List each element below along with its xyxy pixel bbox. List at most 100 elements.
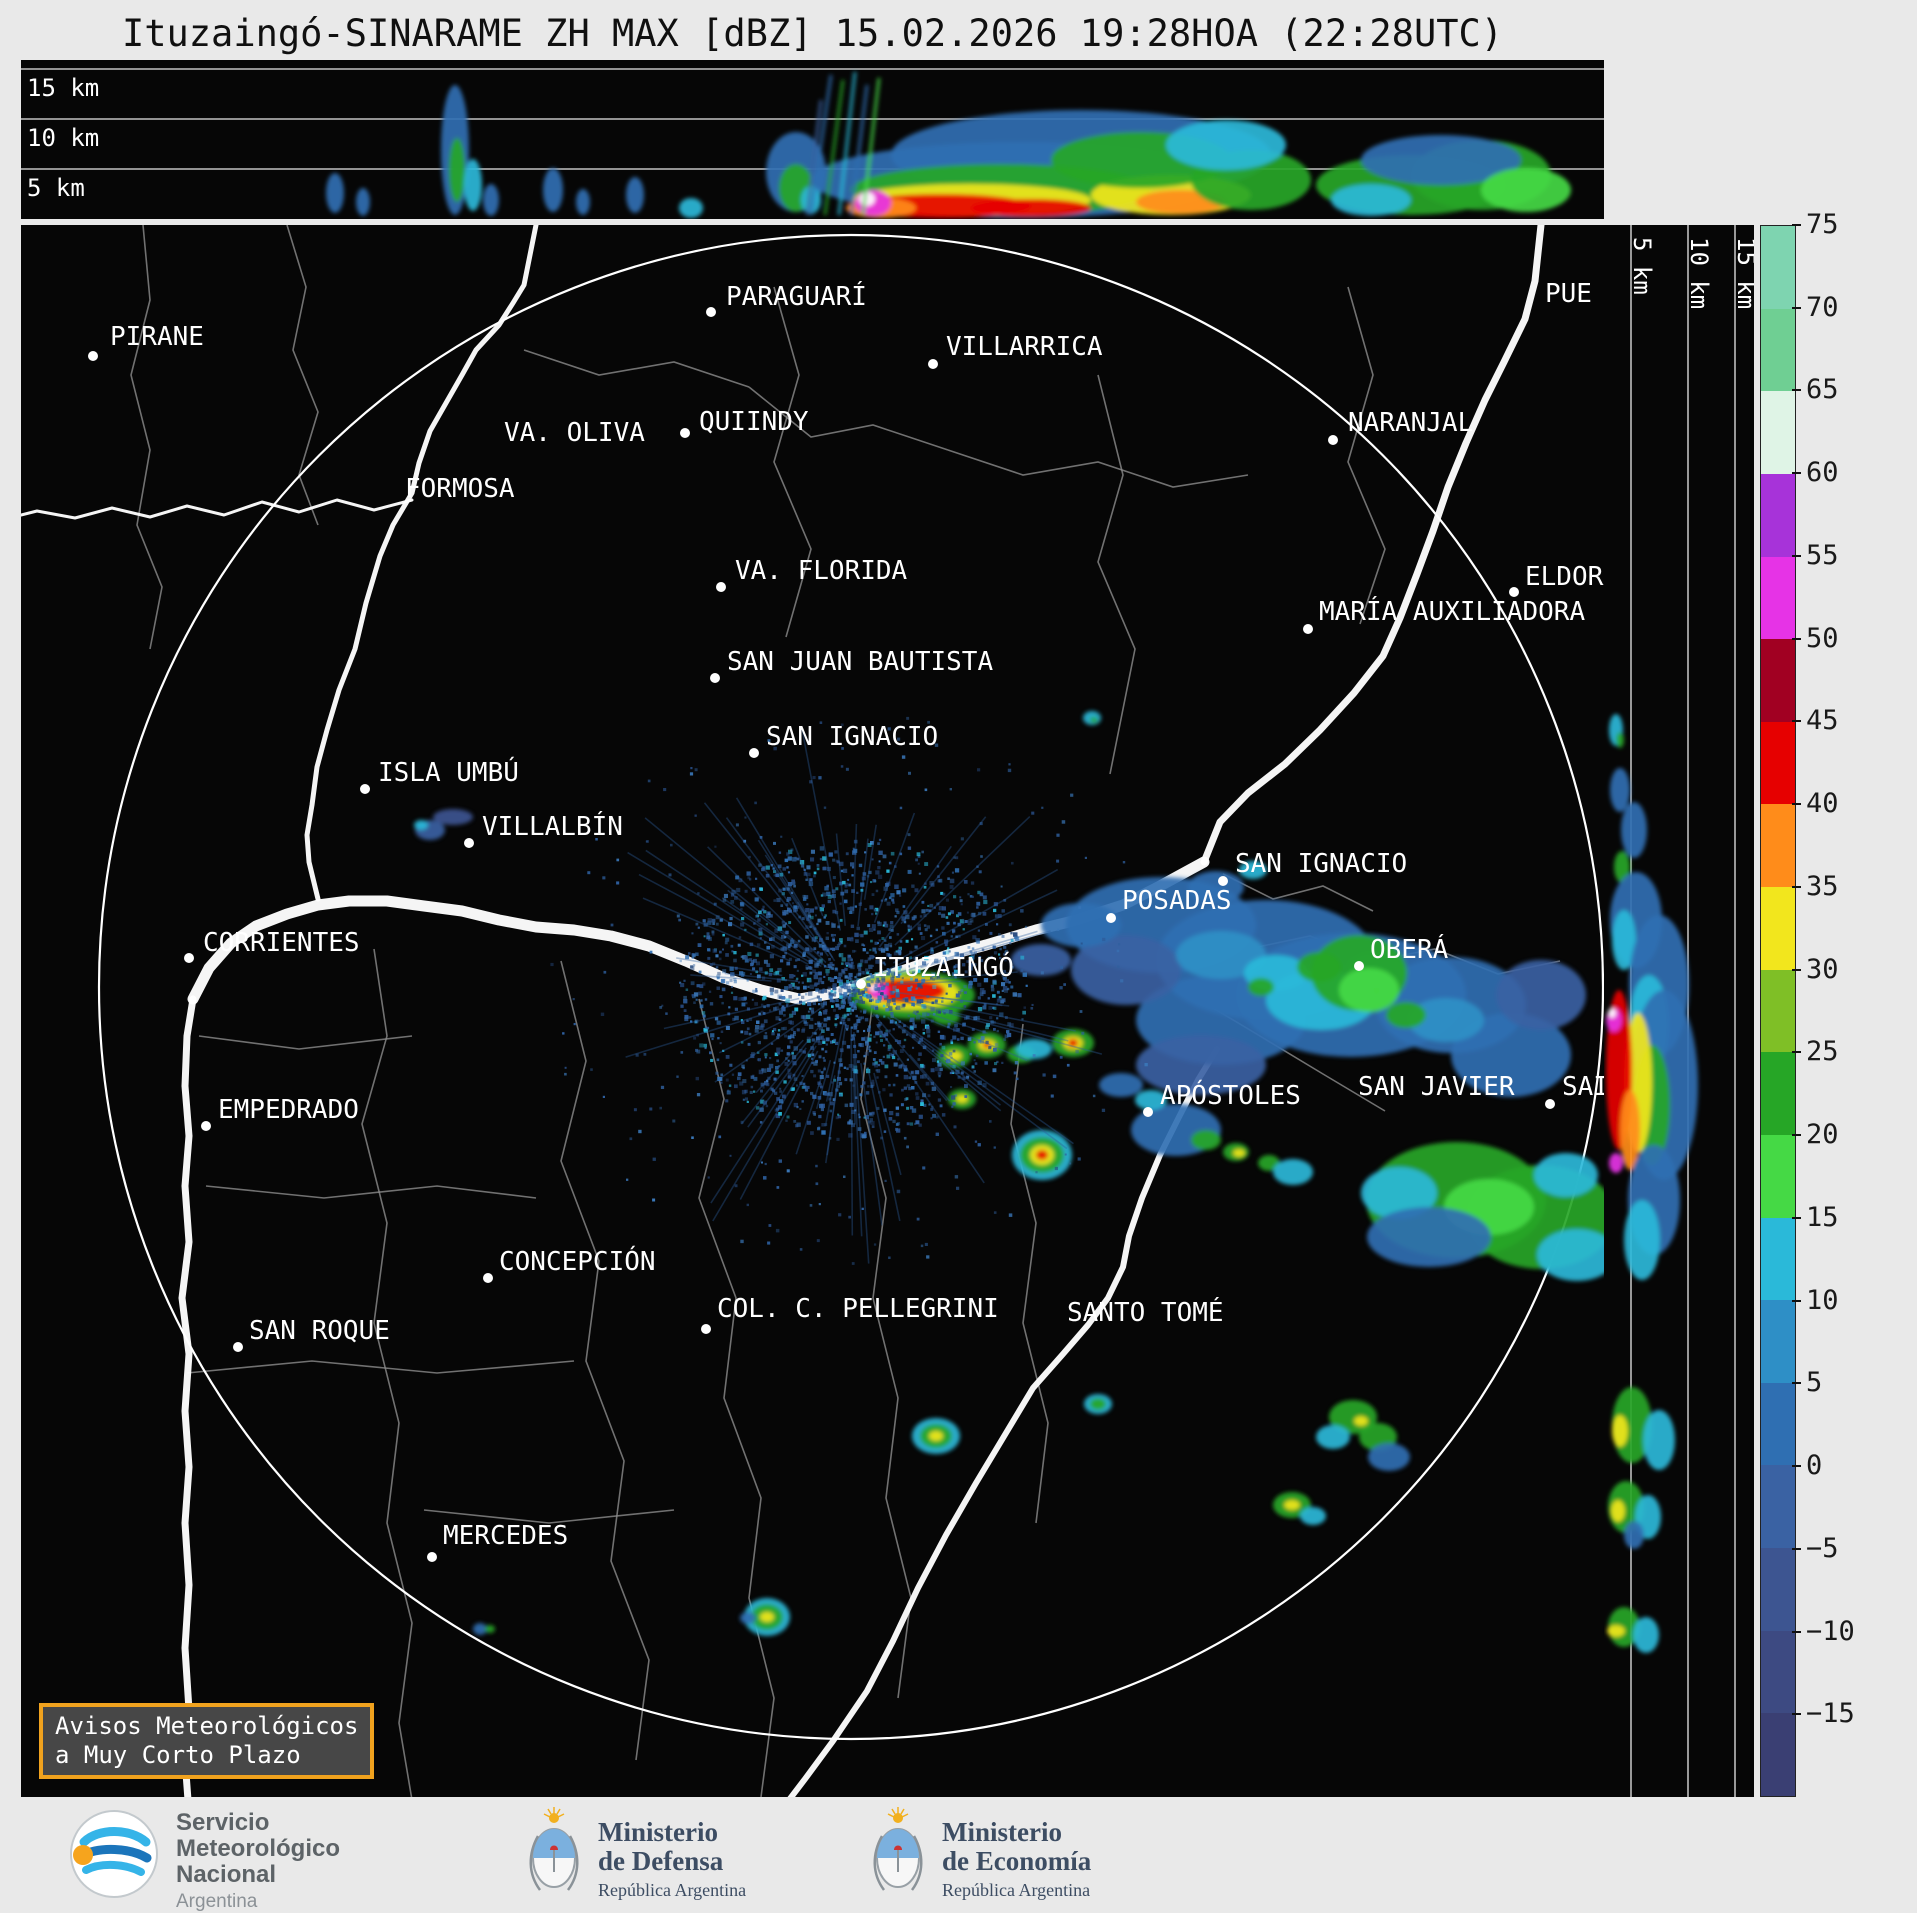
radar-echo-spike xyxy=(849,84,869,216)
radar-echo xyxy=(1248,978,1274,996)
smn-wordmark: Servicio Meteorológico Nacional Argentin… xyxy=(176,1810,340,1913)
radar-echo-spike xyxy=(805,99,823,216)
city-label: SAN JUAN BAUTISTA xyxy=(727,647,993,677)
city-label: VILLARRICA xyxy=(946,332,1103,362)
warning-line-1: Avisos Meteorológicos xyxy=(55,1712,359,1740)
colorbar-segment xyxy=(1761,556,1795,640)
height-axis-label: 5 km xyxy=(1628,237,1656,295)
radar-echo xyxy=(1099,1073,1143,1097)
colorbar-tick-label: 10 xyxy=(1792,1284,1839,1316)
colorbar-tick-label: 60 xyxy=(1792,457,1839,489)
radar-echo xyxy=(1339,968,1399,1012)
colorbar-segment xyxy=(1761,804,1795,887)
rivers xyxy=(21,225,1545,1797)
colorbar-segment xyxy=(1761,473,1795,557)
colorbar-segment xyxy=(1761,1713,1795,1796)
city-label: SAN JAVIER xyxy=(1358,1072,1515,1102)
colorbar-segment xyxy=(1761,1134,1795,1218)
colorbar-segment xyxy=(1761,391,1795,474)
radar-echo xyxy=(1041,903,1121,947)
radar-echo xyxy=(1620,1090,1640,1170)
radar-echo xyxy=(1239,861,1267,879)
city-dot xyxy=(1106,913,1116,923)
smn-line-2: Meteorológico xyxy=(176,1835,341,1862)
city-label: POSADAS xyxy=(1122,886,1232,916)
economia-coat-of-arms-icon xyxy=(872,1806,924,1898)
radar-echo xyxy=(740,1612,756,1624)
city-dot xyxy=(706,307,716,317)
city-dot xyxy=(184,953,194,963)
city-label: COL. C. PELLEGRINI xyxy=(717,1294,999,1324)
height-axis-label: 10 km xyxy=(1685,237,1713,309)
radar-echo xyxy=(1624,1200,1660,1280)
side-cross-section-panel: 5 km 10 km 15 km xyxy=(1604,225,1754,1797)
city-dot xyxy=(360,784,370,794)
range-ring xyxy=(98,234,1604,1740)
economia-line-1: Ministerio xyxy=(942,1817,1062,1847)
radar-echo xyxy=(576,189,590,215)
radar-echo xyxy=(449,138,465,202)
radar-echo-spike xyxy=(809,74,833,216)
city-dot xyxy=(928,359,938,369)
city-label: MARÍA AUXILIADORA xyxy=(1319,595,1585,627)
colorbar-segment xyxy=(1761,226,1795,309)
city-layer: PIRANE PARAGUARÍ VILLARRICA QUIINDY VA. OLIV… xyxy=(88,279,1604,1562)
radar-echo xyxy=(473,1623,487,1635)
city-label: SAN IGNACIO xyxy=(766,722,938,752)
radar-echo xyxy=(859,192,875,206)
radar-echo xyxy=(1612,1415,1628,1447)
radar-echo xyxy=(1607,1625,1625,1637)
radar-echo xyxy=(1624,1521,1644,1549)
radar-echo xyxy=(1361,1167,1437,1219)
radar-echo xyxy=(1386,1002,1426,1028)
colorbar-tick-label: 45 xyxy=(1792,705,1839,737)
city-label: APÓSTOLES xyxy=(1160,1079,1301,1111)
radar-echo xyxy=(1612,910,1636,970)
reflectivity-colorbar xyxy=(1760,225,1796,1797)
radar-echo xyxy=(1329,1400,1377,1434)
radar-echo xyxy=(1258,1155,1280,1171)
radar-echo xyxy=(1408,998,1484,1042)
colorbar-tick-label: 30 xyxy=(1792,953,1839,985)
warning-box: Avisos Meteorológicos a Muy Corto Plazo xyxy=(39,1703,375,1779)
radar-echo xyxy=(1451,1013,1571,1097)
city-label: PIRANE xyxy=(110,322,204,352)
city-dot xyxy=(680,428,690,438)
colorbar-tick-label: 70 xyxy=(1792,291,1839,323)
colorbar-segment xyxy=(1761,1300,1795,1383)
height-axis-label: 10 km xyxy=(27,124,99,152)
radar-echo xyxy=(1011,944,1071,976)
radar-echo xyxy=(1188,871,1244,903)
radar-echo xyxy=(414,820,428,830)
city-label: OBERÁ xyxy=(1370,933,1449,965)
radar-echo xyxy=(543,168,563,212)
city-dot xyxy=(710,673,720,683)
city-dot xyxy=(716,582,726,592)
radar-echo xyxy=(1090,1398,1106,1410)
top-cross-section-panel: 15 km 10 km 5 km xyxy=(21,60,1604,219)
city-dot xyxy=(1545,1099,1555,1109)
city-label: VA. OLIVA xyxy=(504,418,645,448)
city-dot xyxy=(233,1342,243,1352)
radar-echo xyxy=(1191,1130,1221,1150)
radar-echo xyxy=(1354,1416,1368,1426)
radar-map-panel: PIRANE PARAGUARÍ VILLARRICA QUIINDY VA. OLIV… xyxy=(21,225,1604,1797)
city-dot xyxy=(1303,624,1313,634)
city-label: PARAGUARÍ xyxy=(726,280,867,312)
radar-echo xyxy=(1361,135,1521,185)
product-title: Ituzaingó-SINARAME ZH MAX [dBZ] 15.02.20… xyxy=(121,12,1504,55)
colorbar-segment xyxy=(1761,639,1795,722)
city-dot xyxy=(88,351,98,361)
smn-line-1: Servicio xyxy=(176,1809,270,1836)
radar-echo xyxy=(1643,1410,1675,1470)
city-label: QUIINDY xyxy=(699,407,809,437)
city-dot xyxy=(1218,876,1228,886)
city-label: VILLALBÍN xyxy=(482,810,623,842)
radar-echo xyxy=(1633,1617,1659,1653)
radar-echo xyxy=(1481,168,1571,212)
city-dot xyxy=(701,1324,711,1334)
colorbar-tick-label: −5 xyxy=(1792,1532,1839,1564)
radar-echo xyxy=(433,809,473,825)
radar-echo-spike xyxy=(861,77,881,216)
colorbar-segment xyxy=(1761,1548,1795,1631)
